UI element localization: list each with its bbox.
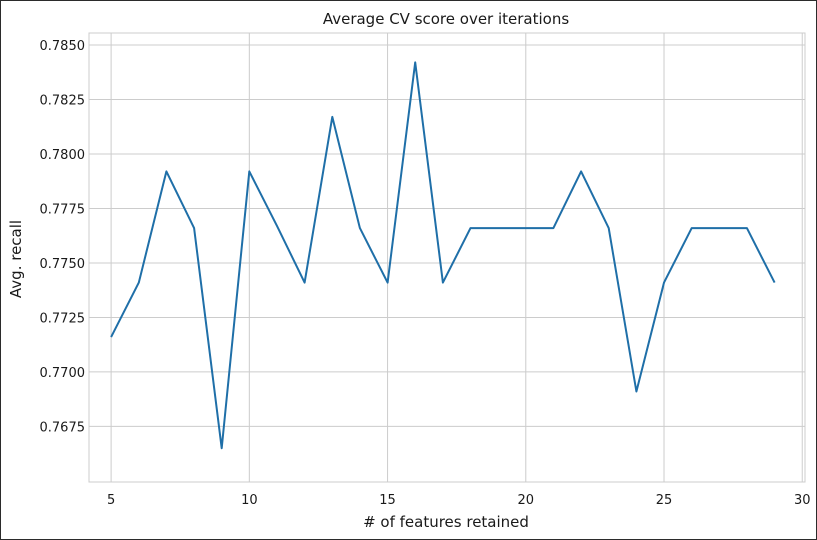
series-line [110, 61, 776, 450]
x-tick-label: 10 [241, 493, 258, 508]
y-tick-label: 0.7825 [40, 93, 86, 108]
y-tick-label: 0.7675 [40, 420, 86, 435]
plot-border [88, 32, 806, 483]
x-axis-label: # of features retained [363, 513, 529, 531]
y-tick-label: 0.7800 [40, 148, 86, 163]
x-tick-label: 25 [656, 493, 673, 508]
plot-area [88, 32, 806, 483]
y-tick-label: 0.7775 [40, 202, 86, 217]
tick-labels: 5 10 15 20 25 30 0.7675 0.7700 0.7725 0.7750 0.777… [40, 39, 811, 508]
y-tick-label: 0.7750 [40, 257, 86, 272]
series-layer [110, 61, 776, 450]
grid-layer [89, 33, 805, 482]
y-axis-label: Avg. recall [7, 220, 25, 298]
y-tick-label: 0.7725 [40, 311, 86, 326]
x-tick-label: 15 [379, 493, 396, 508]
x-tick-label: 5 [107, 493, 115, 508]
y-tick-label: 0.7850 [40, 39, 86, 54]
chart-title: Average CV score over iterations [323, 10, 570, 28]
x-tick-label: 30 [794, 493, 811, 508]
y-tick-label: 0.7700 [40, 366, 86, 381]
x-tick-label: 20 [518, 493, 535, 508]
